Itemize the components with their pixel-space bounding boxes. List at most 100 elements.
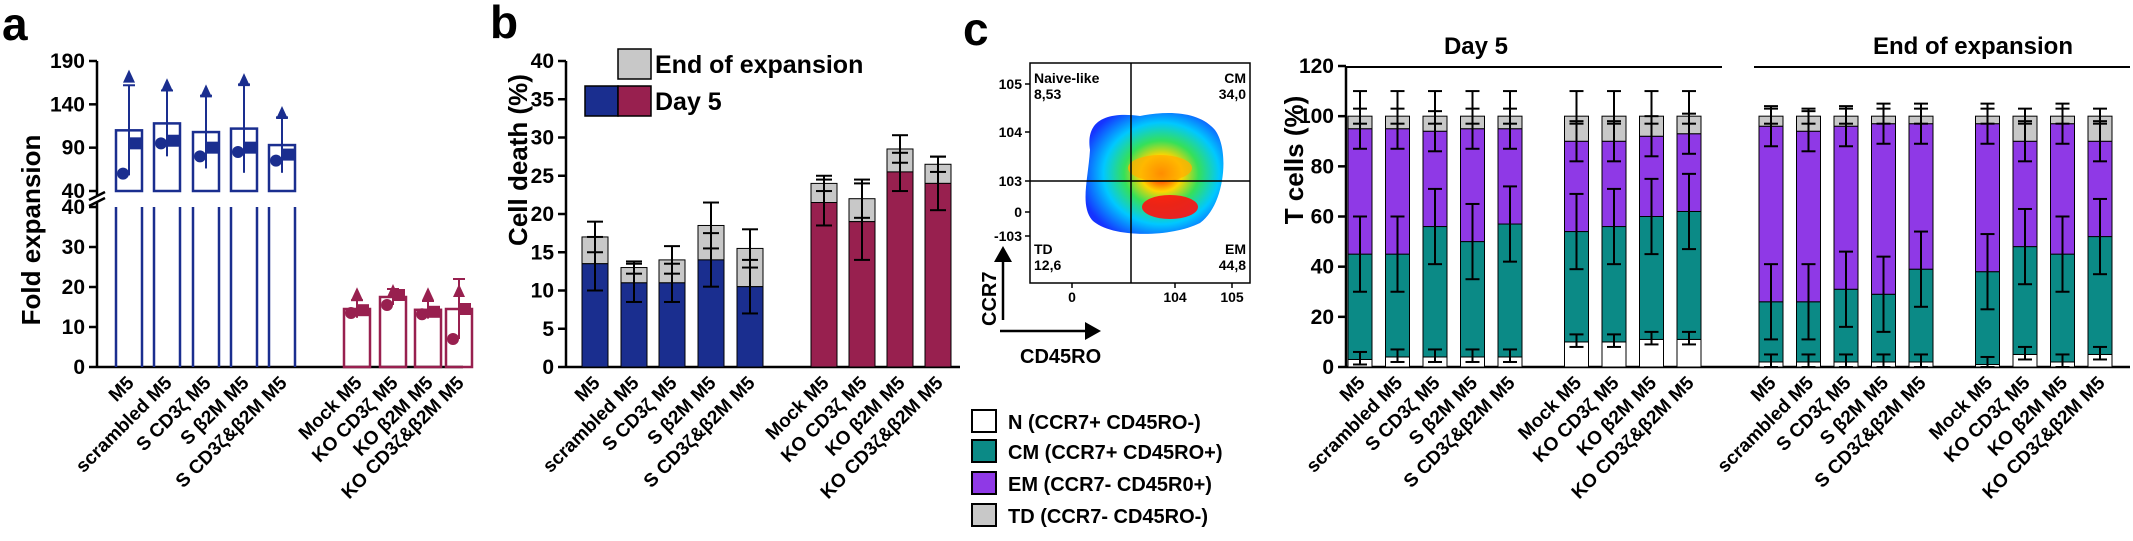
flow-cm-population: [1128, 155, 1192, 181]
flow-ytick-label: -103: [994, 228, 1022, 244]
quadrant-em-value: 44,8: [1219, 257, 1246, 273]
a-point-circle: [447, 333, 459, 345]
a-point-circle: [194, 150, 206, 163]
quadrant-em-name: EM: [1225, 241, 1246, 257]
a-point-square: [244, 141, 256, 154]
legend-swatch-end-gray: [617, 48, 652, 80]
a-bar-lower: [152, 207, 182, 367]
a-bar-lower: [114, 207, 144, 367]
a-point-square: [357, 304, 369, 317]
quadrant-cm-name: CM: [1224, 70, 1246, 86]
ccr7-arrow-head-icon: [994, 246, 1012, 262]
b-bar-day5: [886, 171, 914, 368]
cd45ro-arrow-head-icon: [1085, 322, 1101, 340]
legend-day5: Day 5: [655, 88, 722, 116]
flow-y-axis-label: CCR7: [979, 272, 1001, 326]
a-point-square: [282, 148, 294, 161]
a-ytick-label-lower: 30: [62, 236, 85, 259]
c-ytick-label: 80: [1311, 155, 1334, 178]
a-point-circle: [345, 307, 357, 319]
quadrant-naive-value: 8,53: [1034, 86, 1061, 102]
b-bar-day5: [736, 286, 764, 368]
quadrant-cm-value: 34,0: [1219, 86, 1246, 102]
a-point-triangle: [453, 284, 465, 297]
a-ytick-label-upper: 190: [50, 50, 85, 73]
a-point-circle: [155, 137, 167, 150]
a-ytick-label-lower: 40: [62, 196, 85, 219]
panel-label-b: b: [490, 0, 518, 48]
c-bar-em: [1975, 123, 2000, 273]
b-ytick-label: 25: [531, 165, 555, 188]
quadrant-naive-name: Naive-like: [1034, 70, 1100, 86]
legend-end-of-expansion: End of expansion: [655, 51, 863, 79]
a-point-square: [459, 303, 471, 315]
a-axis-break-top: [88, 190, 106, 202]
quadrant-td-name: TD: [1034, 241, 1053, 257]
a-bar-lower: [191, 207, 221, 367]
b-ytick-label: 5: [542, 318, 554, 341]
panel-label-c: c: [963, 3, 989, 55]
b-bar-day5: [810, 202, 838, 368]
a-ytick-label-upper: 140: [50, 93, 85, 116]
a-point-square: [206, 141, 218, 154]
flow-ytick-label: 105: [999, 76, 1023, 92]
c-ytick-label: 20: [1311, 306, 1334, 329]
flow-ytick-label: 104: [999, 124, 1023, 140]
a-bar-lower: [267, 207, 297, 367]
a-point-circle: [381, 299, 393, 311]
a-point-circle: [117, 167, 129, 180]
legend-swatch-naive: [971, 409, 997, 433]
flow-em-population: [1142, 195, 1198, 219]
b-ytick-label: 10: [531, 280, 554, 303]
legend-cm: CM (CCR7+ CD45RO+): [1008, 442, 1222, 464]
a-point-triangle: [238, 73, 250, 87]
b-ytick-label: 40: [531, 50, 554, 73]
b-ytick-label: 20: [531, 203, 554, 226]
legend-swatch-cm: [971, 439, 997, 463]
a-point-triangle: [123, 69, 135, 83]
flow-xtick-label: 104: [1163, 289, 1187, 305]
legend-swatch-day5-maroon: [617, 85, 652, 117]
a-point-triangle: [161, 78, 173, 92]
b-ytick-label: 0: [542, 356, 554, 379]
a-axis-break-bottom: [88, 196, 106, 208]
c-bar-em: [1833, 125, 1859, 290]
c-ytick-label: 120: [1299, 55, 1334, 78]
legend-em: EM (CCR7- CD45R0+): [1008, 474, 1212, 496]
c-ytick-label: 60: [1311, 206, 1334, 229]
a-point-triangle: [387, 284, 399, 297]
panel-c-ylabel: T cells (%): [1279, 96, 1309, 225]
a-point-circle: [270, 154, 282, 167]
flow-ytick-label: 103: [999, 173, 1023, 189]
a-point-circle: [232, 146, 244, 158]
b-ytick-label: 35: [531, 88, 555, 111]
panel-a-ylabel: Fold expansion: [16, 135, 46, 326]
flow-xtick-label: 105: [1220, 289, 1244, 305]
a-ytick-label-lower: 10: [62, 316, 85, 339]
flow-ytick-label: 0: [1014, 204, 1022, 220]
quadrant-td-value: 12,6: [1034, 257, 1061, 273]
a-ytick-label-lower: 0: [73, 356, 85, 379]
a-point-circle: [416, 308, 428, 321]
a-point-triangle: [351, 287, 363, 301]
a-point-square: [129, 137, 141, 150]
panel-label-a: a: [2, 0, 28, 50]
legend-naive: N (CCR7+ CD45RO-): [1008, 412, 1201, 434]
a-point-triangle: [200, 84, 212, 98]
a-bar-lower: [229, 207, 259, 367]
a-ytick-label-upper: 40: [62, 180, 85, 203]
legend-swatch-day5-navy: [584, 85, 619, 117]
panel-b-ylabel: Cell death (%): [503, 74, 533, 246]
group-title-day5: Day 5: [1444, 33, 1508, 60]
a-point-triangle: [422, 287, 434, 301]
a-ytick-label-upper: 90: [62, 137, 85, 160]
legend-swatch-td: [971, 503, 997, 527]
flow-cytometry-plot: Naive-like 8,53 CM 34,0 TD 12,6 EM 44,8 …: [979, 62, 1251, 368]
b-ytick-label: 15: [531, 241, 555, 264]
b-ytick-label: 30: [531, 127, 554, 150]
a-point-square: [428, 305, 440, 318]
